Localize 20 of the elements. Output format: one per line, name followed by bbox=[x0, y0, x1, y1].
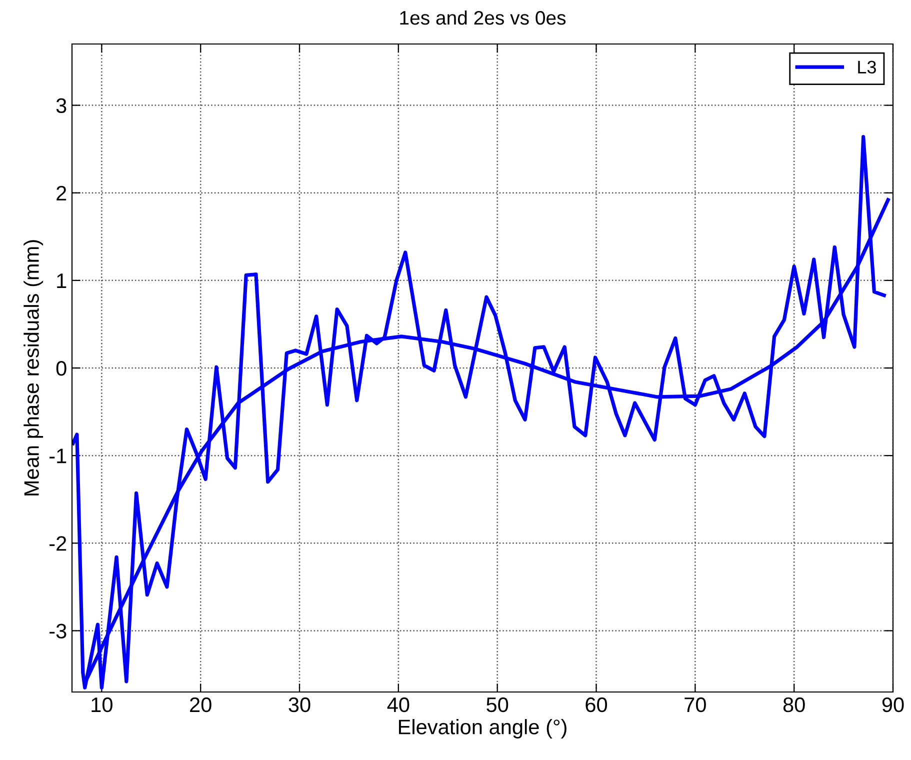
x-tick-label: 90 bbox=[882, 697, 904, 712]
y-axis-title: Mean phase residuals (mm) bbox=[24, 240, 44, 496]
y-tick-label: -2 bbox=[50, 536, 66, 551]
x-tick-label: 40 bbox=[387, 697, 410, 712]
x-tick-label: 70 bbox=[684, 697, 706, 712]
y-tick-label: 3 bbox=[56, 98, 66, 114]
legend-label: L3 bbox=[858, 60, 876, 74]
x-axis-title: Elevation angle (°) bbox=[398, 719, 566, 738]
chart-title: 1es and 2es vs 0es bbox=[400, 10, 566, 25]
x-tick-label: 50 bbox=[486, 697, 508, 712]
x-tick-label: 30 bbox=[288, 697, 310, 712]
y-tick-label: 1 bbox=[57, 274, 66, 288]
x-tick-label: 80 bbox=[783, 697, 805, 712]
x-tick-label: 20 bbox=[190, 697, 212, 712]
x-tick-label: 10 bbox=[92, 697, 112, 712]
y-tick-label: -3 bbox=[50, 624, 66, 638]
y-tick-label: 2 bbox=[56, 186, 66, 200]
y-tick-label: -1 bbox=[50, 448, 66, 464]
y-tick-label: 0 bbox=[56, 361, 66, 376]
x-tick-label: 60 bbox=[586, 697, 608, 712]
